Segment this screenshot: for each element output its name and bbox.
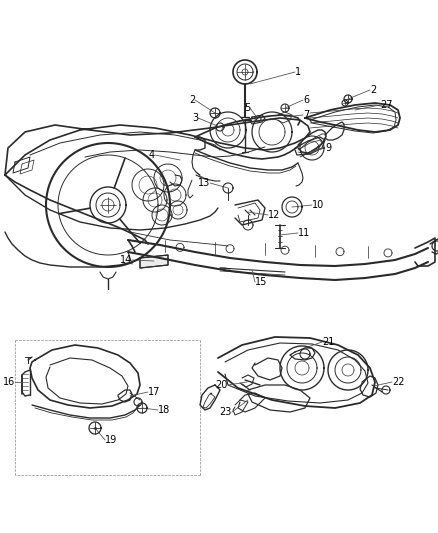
Text: 22: 22 — [392, 377, 405, 387]
Text: 12: 12 — [268, 210, 280, 220]
Text: 14: 14 — [120, 255, 132, 265]
Text: 21: 21 — [322, 337, 334, 347]
Text: 4: 4 — [149, 150, 155, 160]
Text: 18: 18 — [158, 405, 170, 415]
Text: 7: 7 — [303, 110, 309, 120]
Text: 27: 27 — [380, 100, 392, 110]
Polygon shape — [140, 255, 168, 268]
Text: 2: 2 — [370, 85, 376, 95]
Text: 1: 1 — [295, 67, 301, 77]
Text: 23: 23 — [219, 407, 232, 417]
Text: 9: 9 — [325, 143, 331, 153]
Text: 15: 15 — [255, 277, 267, 287]
Text: 11: 11 — [298, 228, 310, 238]
Text: 10: 10 — [312, 200, 324, 210]
Text: 2: 2 — [189, 95, 195, 105]
Text: 13: 13 — [198, 178, 210, 188]
Text: 6: 6 — [303, 95, 309, 105]
Text: 5: 5 — [244, 103, 250, 113]
Text: 16: 16 — [3, 377, 15, 387]
Text: 19: 19 — [105, 435, 117, 445]
Text: 17: 17 — [148, 387, 160, 397]
Text: 3: 3 — [192, 113, 198, 123]
Text: 20: 20 — [215, 380, 228, 390]
